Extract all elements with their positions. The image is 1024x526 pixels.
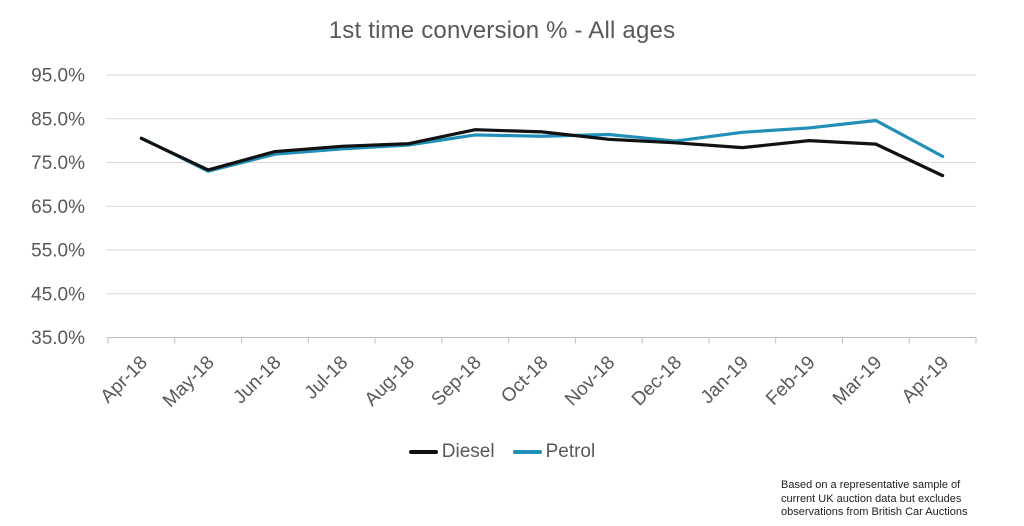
y-axis-label: 65.0% <box>31 197 85 218</box>
x-axis-label: May-18 <box>159 352 219 412</box>
legend-label-diesel: Diesel <box>441 441 495 462</box>
x-axis-label: Dec-18 <box>628 352 686 410</box>
x-axis-label: Sep-18 <box>428 352 486 410</box>
y-axis-label: 85.0% <box>31 109 85 130</box>
line-chart: 95.0% 85.0% 75.0% 65.0% 55.0% 45.0% 35.0% Apr-1… <box>31 66 977 412</box>
x-axis-label: Apr-18 <box>97 352 152 407</box>
series-line-diesel <box>139 128 945 178</box>
diesel-line-swatch-icon <box>408 450 438 454</box>
x-axis-label: Feb-19 <box>762 352 819 409</box>
y-axis-label: 95.0% <box>31 66 85 87</box>
y-axis-label: 35.0% <box>31 328 85 349</box>
chart-legend: Diesel Petrol <box>0 441 1004 463</box>
series-line-petrol <box>139 118 945 173</box>
x-axis-label: Mar-19 <box>829 352 886 409</box>
legend-item-petrol: Petrol <box>512 441 596 463</box>
footnote-line-3: observations from British Car Auctions <box>781 506 968 518</box>
legend-item-diesel: Diesel <box>408 441 495 463</box>
x-axis-label: Oct-18 <box>497 352 552 407</box>
x-axis-label: Nov-18 <box>561 352 619 410</box>
chart-title: 1st time conversion % - All ages <box>328 17 676 44</box>
x-axis-label: Jan-19 <box>697 352 753 408</box>
legend-label-petrol: Petrol <box>545 441 596 462</box>
y-axis-label: 45.0% <box>31 284 85 305</box>
x-axis-label: Apr-19 <box>898 352 953 407</box>
x-axis-label: Jul-18 <box>301 352 352 403</box>
footnote-line-2: current UK auction data but excludes <box>781 492 962 505</box>
y-axis-label: 75.0% <box>31 153 85 174</box>
x-axis-label: Jun-18 <box>230 352 286 408</box>
x-axis-label: Aug-18 <box>361 352 419 410</box>
footnote-line-1: Based on a representative sample of <box>781 479 961 491</box>
petrol-line-swatch-icon <box>512 450 542 454</box>
source-footnote: Based on a representative sample of curr… <box>781 479 967 520</box>
y-axis-label: 55.0% <box>31 241 85 262</box>
